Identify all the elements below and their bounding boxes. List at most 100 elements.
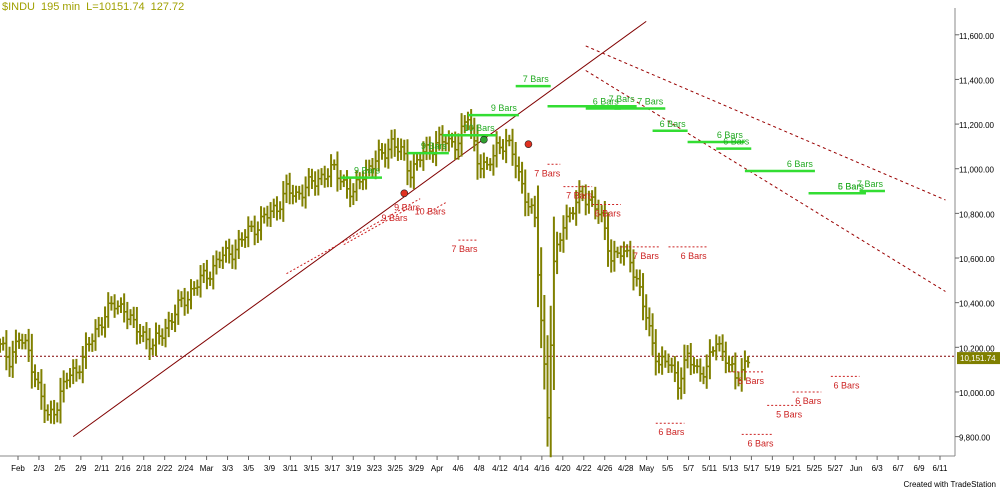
x-tick-label: 6/11 <box>933 464 949 473</box>
interval-label: 195 min <box>41 1 81 13</box>
channel-line <box>585 45 946 201</box>
x-tick-label: 4/12 <box>492 464 508 473</box>
x-tick-label: 3/29 <box>408 464 424 473</box>
support-bar-count-label: 6 Bars <box>833 380 860 390</box>
x-tick-label: Apr <box>431 464 444 473</box>
resistance-bar-count-label: 6 Bars <box>593 96 620 106</box>
x-tick-label: 3/19 <box>345 464 361 473</box>
support-bar-count-label: 10 Bars <box>415 207 447 217</box>
x-tick-label: 4/26 <box>597 464 613 473</box>
symbol-label: $INDU <box>2 1 36 13</box>
x-tick-label: 5/17 <box>744 464 760 473</box>
credit-label: Created with TradeStation <box>903 480 997 489</box>
x-tick-label: Mar <box>200 464 214 473</box>
x-tick-label: 4/28 <box>618 464 634 473</box>
x-tick-label: 5/25 <box>806 464 822 473</box>
x-tick-label: 3/3 <box>222 464 234 473</box>
x-tick-label: 2/18 <box>136 464 152 473</box>
x-tick-label: 2/9 <box>75 464 87 473</box>
last-price-label: 10,151.74 <box>960 354 996 363</box>
x-tick-label: 5/13 <box>723 464 739 473</box>
resistance-bar-count-label: 7 Bars <box>857 179 884 189</box>
x-tick-label: 5/19 <box>765 464 781 473</box>
support-bar-count-label: 7 Bars <box>633 251 660 261</box>
support-level <box>286 198 421 275</box>
x-tick-label: 3/17 <box>325 464 341 473</box>
resistance-bar-count-label: 7 Bars <box>523 74 550 84</box>
x-tick-label: 6/9 <box>913 464 925 473</box>
chart-header: $INDU 195 min L=10151.74 127.72 <box>2 1 190 13</box>
signal-marker <box>400 189 409 198</box>
support-level <box>343 208 408 246</box>
x-tick-label: 5/27 <box>827 464 843 473</box>
resistance-bar-count-label: 6 Bars <box>717 130 744 140</box>
x-tick-label: 2/5 <box>54 464 66 473</box>
x-tick-label: 3/5 <box>243 464 255 473</box>
support-bar-count-label: 7 Bars <box>534 168 561 178</box>
y-tick-label: 10,200.00 <box>959 344 995 353</box>
x-tick-label: 4/8 <box>473 464 485 473</box>
resistance-bar-count-label: 6 Bars <box>787 159 814 169</box>
support-bar-count-label: 6 Bars <box>738 376 765 386</box>
x-tick-label: 2/3 <box>33 464 45 473</box>
resistance-bar-count-label: 9 Bars <box>421 141 448 151</box>
x-tick-label: Jun <box>850 464 863 473</box>
signal-marker <box>480 135 488 144</box>
last-price-box <box>957 352 1000 365</box>
x-tick-label: 5/21 <box>786 464 802 473</box>
support-bar-count-label: 6 Bars <box>681 251 708 261</box>
resistance-bar-count-label: 10 Bars <box>464 123 496 133</box>
y-tick-label: 11,000.00 <box>959 166 995 175</box>
x-tick-label: 3/25 <box>387 464 403 473</box>
resistance-bar-count-label: 7 Bars <box>637 96 664 106</box>
support-bar-count-label: 6 Bars <box>658 427 685 437</box>
y-tick-label: 10,800.00 <box>959 210 995 219</box>
x-tick-label: 4/14 <box>513 464 529 473</box>
resistance-bar-count-label: 5 Bars <box>838 181 865 191</box>
x-tick-label: 2/16 <box>115 464 131 473</box>
support-bar-count-label: 7 Bars <box>566 191 593 201</box>
support-bar-count-label: 9 Bars <box>394 203 421 213</box>
y-tick-label: 11,400.00 <box>959 76 995 85</box>
resistance-bar-count-label: 6 Bars <box>723 137 750 147</box>
y-tick-label: 9,800.00 <box>959 434 991 443</box>
x-tick-label: 5/11 <box>702 464 718 473</box>
y-tick-label: 10,000.00 <box>959 389 995 398</box>
x-tick-label: May <box>639 464 654 473</box>
change-label: 127.72 <box>150 1 185 13</box>
x-tick-label: 4/6 <box>452 464 464 473</box>
x-tick-label: 4/16 <box>534 464 550 473</box>
channel-line <box>585 70 946 292</box>
support-bar-count-label: 6 Bars <box>595 208 622 218</box>
x-tick-label: 3/23 <box>366 464 382 473</box>
last-label: L=10151.74 <box>86 1 145 13</box>
support-bar-count-label: 6 Bars <box>748 438 775 448</box>
x-tick-label: 4/22 <box>576 464 592 473</box>
support-bar-count-label: 7 Bars <box>451 244 478 254</box>
x-tick-label: 2/11 <box>94 464 110 473</box>
x-tick-label: 3/9 <box>264 464 276 473</box>
y-tick-label: 10,400.00 <box>959 300 995 309</box>
resistance-bar-count-label: 7 Bars <box>609 94 636 104</box>
x-tick-label: Feb <box>11 464 25 473</box>
x-tick-label: 3/15 <box>304 464 320 473</box>
x-tick-label: 2/22 <box>157 464 173 473</box>
resistance-bar-count-label: 9 Bars <box>491 103 518 113</box>
x-tick-label: 5/5 <box>662 464 674 473</box>
x-tick-label: 3/11 <box>283 464 299 473</box>
y-tick-label: 11,600.00 <box>959 32 995 41</box>
x-tick-label: 2/24 <box>178 464 194 473</box>
support-bar-count-label: 5 Bars <box>776 409 803 419</box>
resistance-bar-count-label: 9 Bars <box>354 166 381 176</box>
signal-marker <box>524 140 533 148</box>
support-bar-count-label: 6 Bars <box>795 396 822 406</box>
y-tick-label: 11,200.00 <box>959 121 995 130</box>
x-tick-label: 6/7 <box>893 464 905 473</box>
y-tick-label: 10,600.00 <box>959 255 995 264</box>
x-tick-label: 6/3 <box>872 464 884 473</box>
trendline <box>72 20 647 438</box>
x-tick-label: 4/20 <box>555 464 571 473</box>
resistance-bar-count-label: 6 Bars <box>838 181 865 191</box>
